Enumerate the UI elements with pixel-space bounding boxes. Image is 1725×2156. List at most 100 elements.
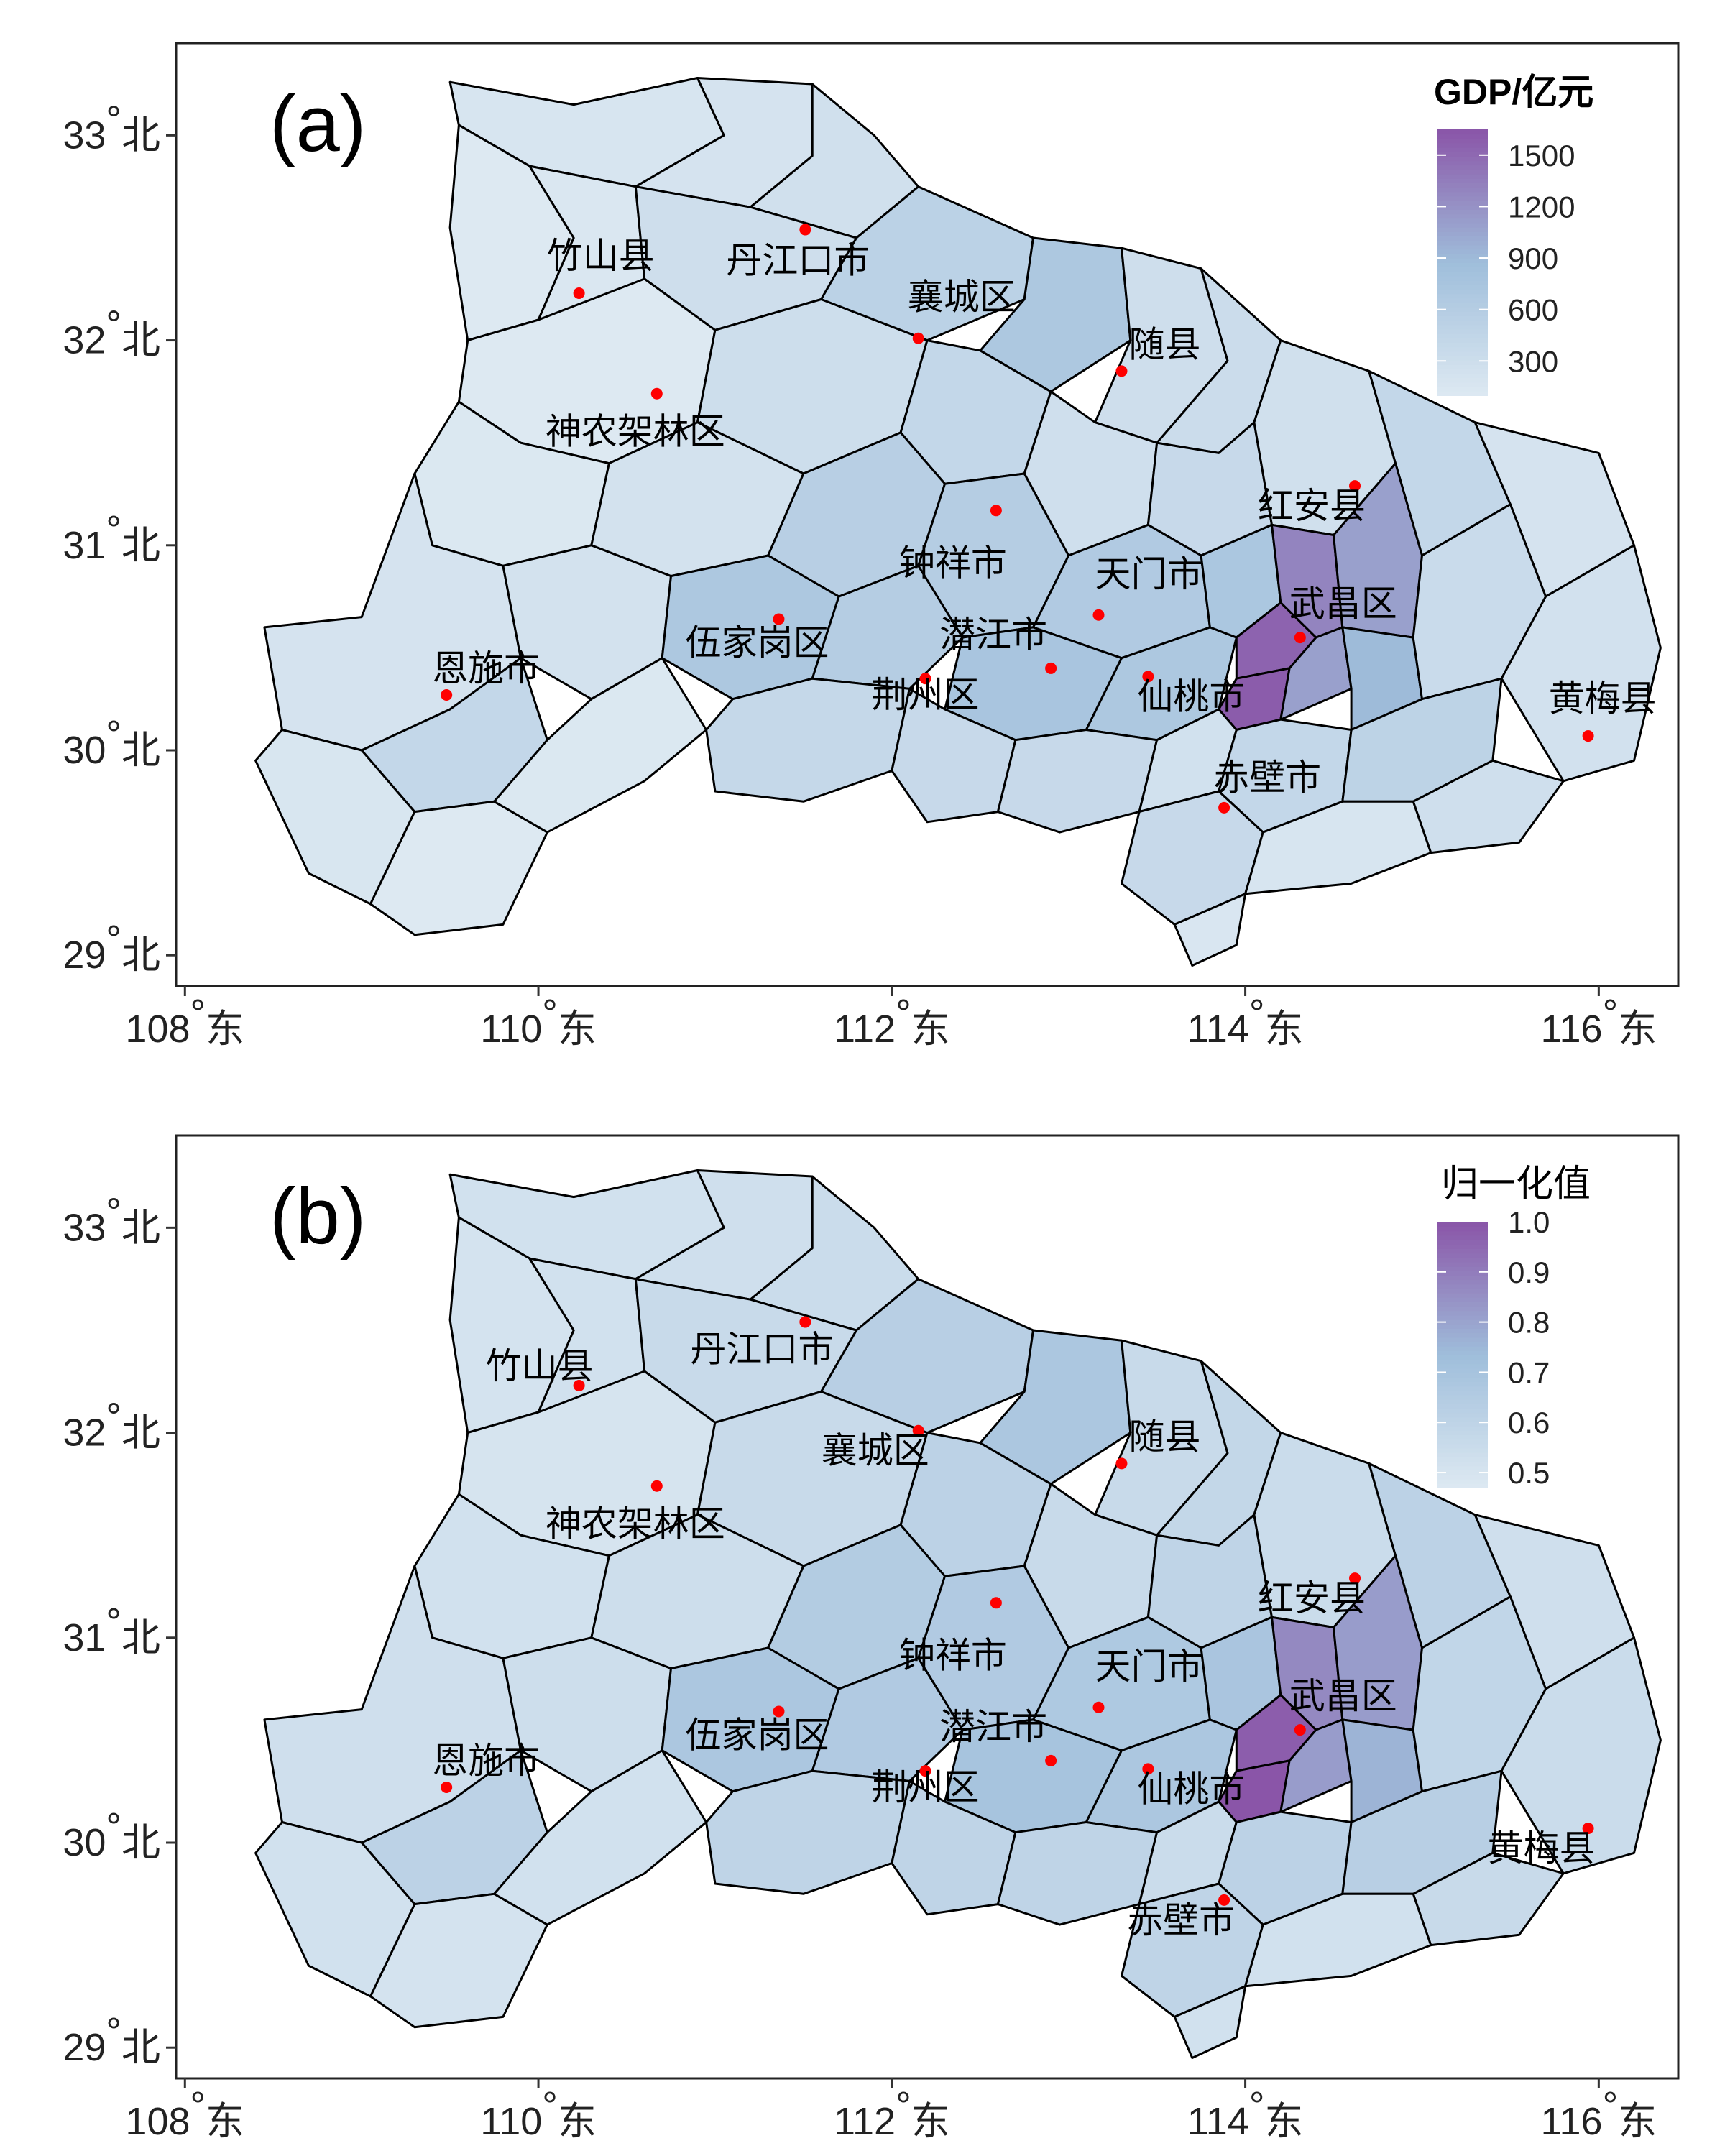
legend-swatch xyxy=(1438,236,1488,241)
place-dot xyxy=(1116,365,1128,377)
legend-swatch xyxy=(1438,1386,1488,1391)
place-label: 襄城区 xyxy=(822,1430,929,1472)
legend-swatch xyxy=(1438,253,1488,259)
x-tick-label: 114°东 xyxy=(1187,2084,1304,2144)
legend-swatch xyxy=(1438,1355,1488,1360)
place-label: 伍家岗区 xyxy=(685,1714,829,1756)
place-dot xyxy=(1092,1701,1105,1713)
place-label: 恩施市 xyxy=(432,1740,540,1782)
legend-swatch xyxy=(1438,1284,1488,1289)
region-yangxin xyxy=(1412,1851,1565,1947)
legend-swatch xyxy=(1438,275,1488,281)
legend-swatch xyxy=(1438,320,1488,326)
place-dot xyxy=(1218,801,1230,814)
legend-swatch xyxy=(1438,1230,1488,1236)
y-tick-label: 31°北 xyxy=(63,508,160,568)
legend-swatch xyxy=(1438,262,1488,268)
y-tick-label: 30°北 xyxy=(63,1805,160,1865)
legend-swatch xyxy=(1438,1266,1488,1271)
legend-swatch xyxy=(1438,156,1488,162)
legend-swatch xyxy=(1438,1439,1488,1445)
legend-swatch xyxy=(1438,151,1488,157)
place-label: 钟祥市 xyxy=(899,542,1007,584)
place-dot xyxy=(1142,671,1154,683)
legend-swatch xyxy=(1438,267,1488,272)
x-tick-label: 110°东 xyxy=(480,992,597,1051)
legend-swatch xyxy=(1438,195,1488,201)
legend-swatch xyxy=(1438,1319,1488,1325)
legend-swatch xyxy=(1438,134,1488,139)
legend-swatch xyxy=(1438,1243,1488,1249)
legend-swatch xyxy=(1438,328,1488,334)
place-dot xyxy=(1045,1754,1057,1766)
y-tick-label: 29°北 xyxy=(63,2010,160,2070)
legend-swatch xyxy=(1438,200,1488,206)
legend-swatch xyxy=(1438,1226,1488,1232)
place-dot xyxy=(773,613,785,625)
place-label: 黄梅县 xyxy=(1549,678,1657,719)
legend-swatch xyxy=(1438,1399,1488,1404)
legend-swatch xyxy=(1438,1372,1488,1378)
place-label: 潜江市 xyxy=(939,614,1047,655)
place-dot xyxy=(573,287,585,299)
legend-swatch xyxy=(1438,342,1488,348)
x-tick-label: 116°东 xyxy=(1541,2084,1657,2144)
y-tick-label: 33°北 xyxy=(63,98,160,157)
legend-swatch xyxy=(1438,1443,1488,1449)
place-label: 丹江口市 xyxy=(726,240,870,282)
y-tick-label: 32°北 xyxy=(63,1396,160,1455)
legend-swatch xyxy=(1438,359,1488,365)
legend-swatch xyxy=(1438,1376,1488,1382)
legend-swatch xyxy=(1438,160,1488,166)
place-dot xyxy=(441,1781,453,1793)
place-dot xyxy=(799,1316,811,1328)
legend-swatch xyxy=(1438,173,1488,179)
legend-swatch xyxy=(1438,1421,1488,1427)
legend-swatch xyxy=(1438,1403,1488,1409)
legend-swatch xyxy=(1438,204,1488,210)
place-label: 恩施市 xyxy=(432,648,540,689)
place-dot xyxy=(1045,662,1057,674)
legend-swatch xyxy=(1438,324,1488,330)
legend-swatch xyxy=(1438,1239,1488,1245)
place-dot xyxy=(650,1480,663,1492)
legend-swatch xyxy=(1438,280,1488,285)
place-label: 天门市 xyxy=(1095,553,1203,595)
region-wufeng xyxy=(493,1749,708,1926)
x-tick-label: 112°东 xyxy=(834,2084,950,2144)
legend-swatch xyxy=(1438,1381,1488,1387)
legend-swatch xyxy=(1438,1222,1488,1227)
legend-swatch xyxy=(1438,1478,1488,1484)
place-dot xyxy=(912,1424,924,1437)
legend-swatch xyxy=(1438,1279,1488,1285)
legend-swatch xyxy=(1438,1332,1488,1338)
place-label: 神农架林区 xyxy=(546,411,725,453)
place-dot xyxy=(1294,1724,1306,1736)
place-dot xyxy=(773,1705,785,1718)
place-label: 武昌区 xyxy=(1289,583,1397,625)
legend-swatch xyxy=(1438,293,1488,299)
place-label: 赤壁市 xyxy=(1127,1899,1235,1941)
region-tongcheng xyxy=(1173,893,1247,967)
legend-swatch xyxy=(1438,1341,1488,1347)
legend-swatch xyxy=(1438,1310,1488,1316)
y-tick-label: 33°北 xyxy=(63,1190,160,1250)
legend-tick-label: 0.8 xyxy=(1508,1306,1550,1340)
legend-swatch xyxy=(1438,138,1488,144)
place-dot xyxy=(1349,1572,1361,1585)
panel-tag: (a) xyxy=(270,80,366,168)
legend-swatch xyxy=(1438,369,1488,374)
map-panel-b: 108°东 110°东 112°东 114°东 116°东 29°北 30°北 31°北 32°… xyxy=(63,1134,1680,2144)
legend-swatch xyxy=(1438,147,1488,152)
legend-swatch xyxy=(1438,1394,1488,1400)
legend-swatch xyxy=(1438,1235,1488,1240)
legend-swatch xyxy=(1438,310,1488,316)
legend-swatch xyxy=(1438,213,1488,219)
legend-swatch xyxy=(1438,209,1488,215)
x-tick-label: 108°东 xyxy=(125,992,244,1051)
legend-swatch xyxy=(1438,226,1488,232)
legend-swatch xyxy=(1438,257,1488,263)
place-dot xyxy=(650,387,663,400)
